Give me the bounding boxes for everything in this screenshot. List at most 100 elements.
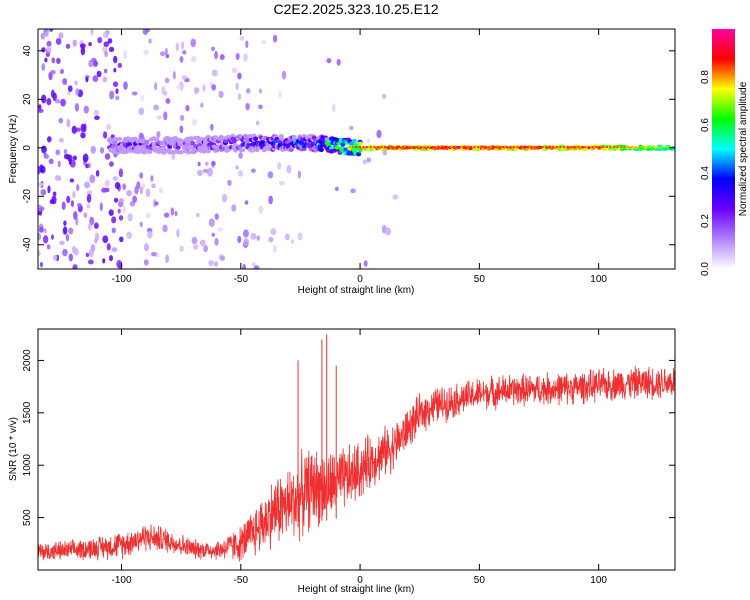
heatmap-cell	[587, 146, 591, 148]
y-tick-label: 2000	[22, 349, 33, 372]
heatmap-cell	[46, 244, 51, 250]
snr-series-line	[38, 365, 675, 562]
heatmap-cell	[331, 103, 336, 113]
heatmap-cell	[363, 260, 368, 267]
heatmap-cell	[358, 146, 362, 148]
heatmap-cell	[55, 37, 62, 45]
heatmap-cell	[51, 57, 56, 64]
x-tick-label: -100	[111, 575, 131, 586]
heatmap-cell	[68, 253, 73, 262]
heatmap-cell	[242, 263, 246, 269]
y-tick-label: 500	[22, 509, 33, 526]
heatmap-cell	[117, 62, 123, 69]
heatmap-cell	[612, 146, 616, 148]
heatmap-cell	[70, 200, 75, 207]
heatmap-cell	[145, 212, 151, 219]
heatmap-cell	[620, 146, 623, 148]
heatmap-cell	[52, 191, 57, 197]
heatmap-cell	[62, 248, 68, 257]
heatmap-cell	[55, 149, 61, 156]
heatmap-cell	[595, 146, 598, 148]
heatmap-cell	[179, 125, 184, 134]
heatmap-cell	[118, 215, 124, 221]
heatmap-cell	[49, 199, 55, 205]
heatmap-cell	[573, 146, 576, 148]
heatmap-cell	[74, 103, 80, 112]
heatmap-cell	[231, 67, 238, 74]
heatmap-cell	[176, 228, 180, 238]
heatmap-cell	[139, 221, 143, 228]
heatmap-cell	[221, 193, 228, 203]
heatmap-cell	[104, 153, 111, 160]
heatmap-cell	[559, 146, 562, 148]
heatmap-cell	[165, 254, 170, 264]
heatmap-cell	[191, 55, 197, 63]
heatmap-cell	[114, 181, 120, 190]
heatmap-cell	[104, 68, 108, 74]
heatmap-cell	[214, 261, 219, 267]
y-tick-label: -20	[22, 189, 33, 204]
spectrogram-xlabel: Height of straight line (km)	[298, 285, 415, 296]
heatmap-cell	[41, 63, 46, 72]
heatmap-cell	[408, 146, 412, 148]
heatmap-cell	[72, 191, 76, 199]
heatmap-cell	[211, 232, 215, 237]
heatmap-cell	[253, 265, 260, 269]
heatmap-cell	[46, 45, 52, 53]
heatmap-cell	[164, 77, 170, 84]
spectrogram-ylabel: Frequency (Hz)	[8, 115, 19, 184]
heatmap-cell	[190, 38, 197, 48]
heatmap-cell	[156, 115, 162, 120]
heatmap-cell	[44, 57, 48, 63]
heatmap-cell	[516, 146, 519, 148]
heatmap-cell	[107, 38, 113, 44]
heatmap-cell	[466, 146, 469, 148]
heatmap-cell	[552, 146, 555, 148]
heatmap-cell	[117, 136, 123, 142]
heatmap-cell	[83, 212, 88, 219]
heatmap-cell	[473, 146, 476, 148]
heatmap-cell	[67, 85, 73, 92]
heatmap-cell	[250, 232, 257, 240]
heatmap-cell	[256, 120, 260, 126]
heatmap-cell	[191, 236, 198, 245]
heatmap-cell	[108, 209, 114, 216]
heatmap-cell	[260, 140, 266, 145]
heatmap-cell	[69, 178, 75, 183]
heatmap-cell	[350, 188, 356, 194]
heatmap-cell	[584, 146, 587, 148]
heatmap-cell	[138, 107, 145, 116]
heatmap-cell	[59, 240, 65, 245]
heatmap-cell	[76, 203, 82, 208]
heatmap-cell	[258, 104, 263, 110]
heatmap-cell	[623, 146, 626, 148]
heatmap-cell	[258, 88, 263, 94]
heatmap-cell	[135, 145, 141, 150]
heatmap-cell	[362, 159, 367, 165]
heatmap-cell	[366, 157, 372, 163]
heatmap-cell	[92, 75, 99, 82]
heatmap-cell	[179, 245, 184, 252]
x-tick-label: 50	[474, 274, 486, 285]
heatmap-cell	[93, 60, 98, 67]
heatmap-cell	[494, 146, 498, 148]
heatmap-cell	[82, 153, 89, 163]
heatmap-cell	[102, 258, 106, 264]
heatmap-cell	[416, 146, 419, 148]
heatmap-cell	[357, 141, 363, 146]
heatmap-cell	[38, 108, 44, 113]
heatmap-cell	[50, 69, 56, 75]
heatmap-cell	[46, 136, 52, 143]
heatmap-cell	[334, 145, 340, 150]
heatmap-cell	[530, 146, 533, 148]
heatmap-cell	[142, 29, 149, 35]
heatmap-cell	[112, 176, 118, 181]
heatmap-cell	[93, 222, 99, 229]
heatmap-cell	[297, 170, 301, 179]
heatmap-cell	[123, 49, 127, 59]
heatmap-cell	[117, 208, 121, 214]
heatmap-cell	[72, 265, 78, 269]
heatmap-cell	[54, 175, 61, 181]
heatmap-cell	[62, 78, 68, 85]
heatmap-cell	[191, 118, 198, 126]
